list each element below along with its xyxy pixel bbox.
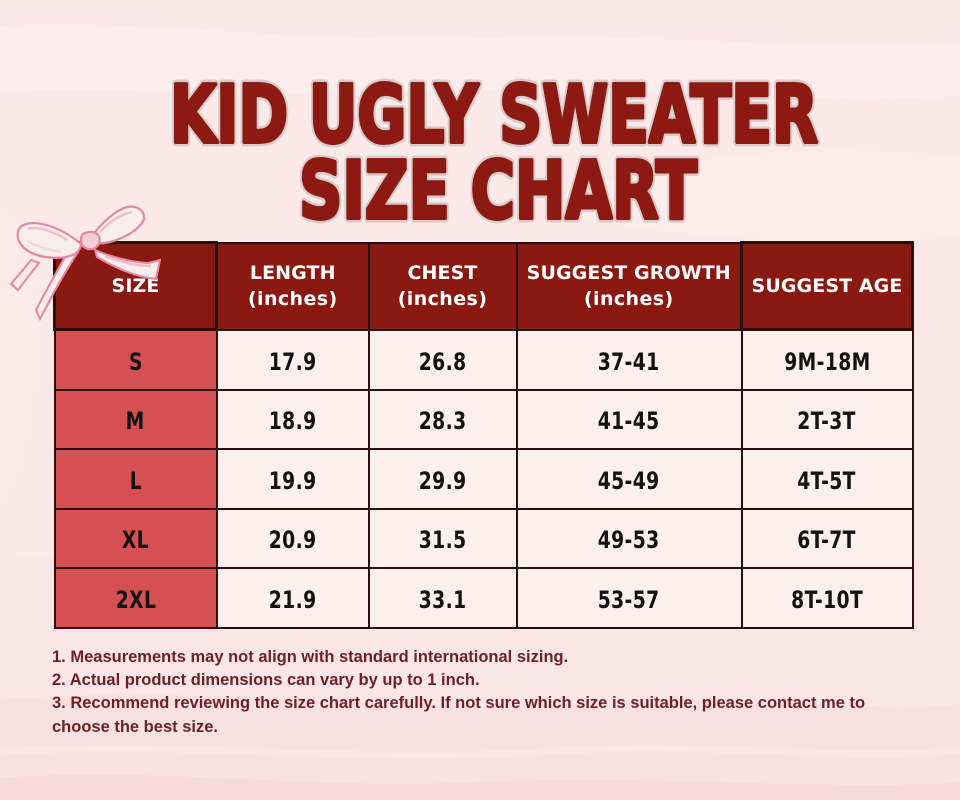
cell-chest: 26.8 — [367, 328, 518, 391]
header-size: SIZE — [53, 241, 218, 331]
note-2: 2. Actual product dimensions can vary by… — [52, 671, 480, 690]
cell-size: 2XL — [53, 567, 218, 629]
cell-value: 33.1 — [418, 585, 467, 614]
cell-value: S — [128, 347, 143, 376]
cell-age: 4T-5T — [740, 448, 914, 510]
cell-value: 49-53 — [598, 526, 660, 555]
table-row-s: S 17.9 26.8 37-41 9M-18M — [53, 328, 914, 391]
header-sub: (inches) — [583, 288, 674, 310]
header-label: CHEST — [407, 262, 478, 284]
cell-size: L — [53, 448, 218, 510]
cell-length: 18.9 — [215, 388, 370, 450]
header-label: LENGTH — [249, 262, 336, 284]
header-chest: CHEST (inches) — [367, 241, 518, 331]
cell-value: 19.9 — [268, 466, 317, 495]
header-label: SUGGEST AGE — [751, 275, 903, 297]
header-sub: (inches) — [247, 288, 338, 310]
cell-value: 26.8 — [418, 347, 467, 376]
cell-value: 28.3 — [418, 407, 467, 436]
cell-value: 53-57 — [598, 585, 660, 614]
cell-growth: 45-49 — [515, 448, 743, 510]
cell-size: S — [53, 328, 218, 391]
cell-length: 21.9 — [215, 567, 370, 629]
cell-growth: 49-53 — [515, 507, 743, 569]
bow-knot — [79, 230, 101, 251]
cell-value: 29.9 — [418, 466, 467, 495]
cell-value: 21.9 — [268, 585, 317, 614]
cell-value: 41-45 — [598, 407, 660, 436]
header-age: SUGGEST AGE — [740, 241, 914, 331]
cell-value: 37-41 — [598, 347, 660, 376]
cell-value: 2T-3T — [797, 407, 857, 436]
cell-size: XL — [53, 507, 218, 569]
note-3: 3. Recommend reviewing the size chart ca… — [52, 694, 866, 736]
table-row-2xl: 2XL 21.9 33.1 53-57 8T-10T — [53, 567, 914, 629]
cell-age: 2T-3T — [740, 388, 914, 450]
table-row-l: L 19.9 29.9 45-49 4T-5T — [53, 448, 914, 510]
table-row-xl: XL 20.9 31.5 49-53 6T-7T — [53, 507, 914, 569]
table-row-m: M 18.9 28.3 41-45 2T-3T — [53, 388, 914, 450]
cell-growth: 41-45 — [515, 388, 743, 450]
cell-value: 4T-5T — [797, 466, 857, 495]
ribbon-bow-icon — [9, 205, 162, 322]
table-header-row: SIZE LENGTH (inches) CHEST (inches) SUGGES… — [53, 241, 914, 331]
cell-size: M — [53, 388, 218, 450]
cell-value: 45-49 — [598, 466, 660, 495]
page-title: KID UGLY SWEATER KID UGLY SWEATER SIZE C… — [166, 65, 823, 241]
cell-value: L — [129, 466, 142, 495]
cell-chest: 28.3 — [367, 388, 518, 450]
header-growth: SUGGEST GROWTH (inches) — [515, 241, 743, 331]
cell-value: 20.9 — [268, 526, 317, 555]
note-1: 1. Measurements may not align with stand… — [52, 648, 569, 666]
title-line1: KID UGLY SWEATER — [170, 69, 818, 161]
bow-loop-right — [88, 205, 146, 245]
title-line2-halo: SIZE CHART — [299, 145, 697, 237]
title-line1-halo: KID UGLY SWEATER — [170, 69, 818, 161]
cell-chest: 31.5 — [367, 507, 518, 569]
cell-length: 20.9 — [215, 507, 370, 569]
cell-value: 8T-10T — [791, 585, 863, 614]
bow-loop-left — [16, 222, 83, 259]
cell-chest: 33.1 — [367, 567, 518, 629]
header-length: LENGTH (inches) — [215, 241, 370, 331]
cell-value: 17.9 — [268, 347, 317, 376]
cell-value: 9M-18M — [783, 347, 871, 376]
cell-age: 8T-10T — [740, 567, 914, 629]
bow-tail-right — [93, 248, 162, 281]
cell-value: 31.5 — [418, 526, 467, 555]
title-line2: SIZE CHART — [299, 145, 697, 237]
cell-chest: 29.9 — [367, 448, 518, 510]
table-body: S 17.9 26.8 37-41 9M-18M M 18.9 28.3 41-… — [53, 328, 914, 629]
cell-growth: 53-57 — [515, 567, 743, 629]
cell-length: 19.9 — [215, 448, 370, 510]
cell-growth: 37-41 — [515, 328, 743, 391]
cell-age: 9M-18M — [740, 328, 914, 391]
cell-length: 17.9 — [215, 328, 370, 391]
footer-notes: 1. Measurements may not align with stand… — [52, 646, 910, 739]
size-chart-table: SIZE LENGTH (inches) CHEST (inches) SUGGES… — [53, 241, 914, 629]
cell-value: M — [125, 407, 146, 436]
cell-value: 18.9 — [268, 407, 317, 436]
cell-value: XL — [121, 526, 150, 555]
header-label: SIZE — [111, 275, 160, 297]
header-label: SUGGEST GROWTH — [526, 262, 731, 284]
header-sub: (inches) — [397, 288, 488, 310]
bow-tail-left-long — [34, 246, 80, 322]
bow-tail-left-short — [9, 258, 41, 292]
cell-age: 6T-7T — [740, 507, 914, 569]
cell-value: 2XL — [115, 585, 156, 614]
cell-value: 6T-7T — [797, 526, 857, 555]
